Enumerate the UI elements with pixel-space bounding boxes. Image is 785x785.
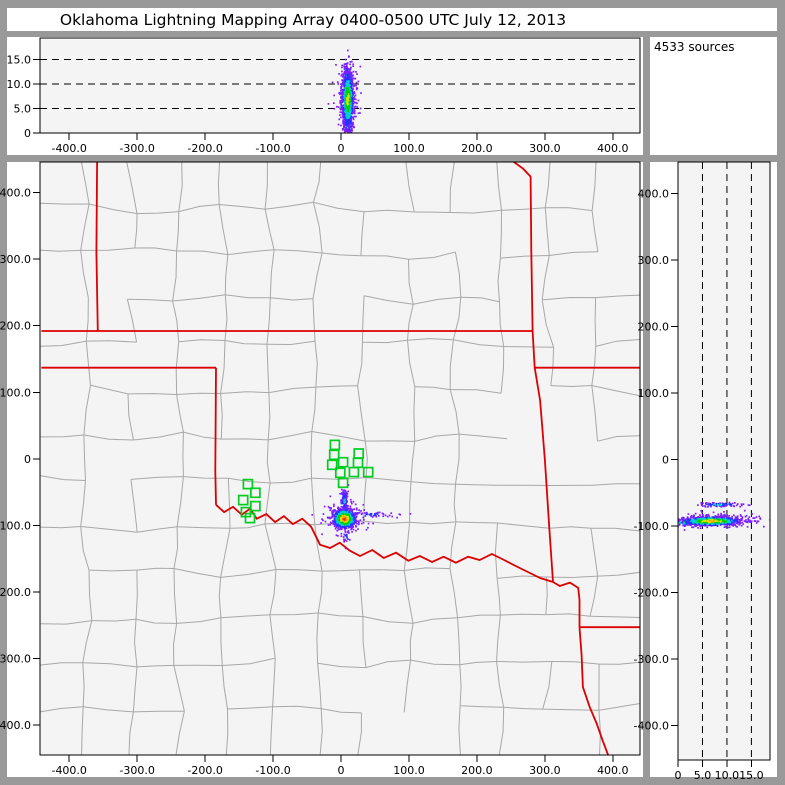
x-tick-label: -100.0	[255, 764, 290, 777]
y-tick-label: 400.0	[0, 187, 31, 200]
y-tick-label: -400.0	[634, 719, 669, 732]
y-tick-label: -100.0	[0, 519, 31, 532]
y-tick-label: -300.0	[634, 653, 669, 666]
lma-station-marker	[329, 439, 341, 451]
x-tick-label: -400.0	[51, 142, 86, 155]
x-tick-label: 200.0	[461, 764, 493, 777]
axes	[671, 161, 771, 767]
x-tick-label: 100.0	[393, 142, 425, 155]
y-tick-label: 200.0	[638, 320, 670, 333]
y-tick-label: 10.0	[7, 78, 32, 91]
axis-tick-labels: -400.0 -300.0 -200.0 -100.0 0 100.0 200.0 300.0…	[7, 54, 629, 155]
x-tick-label: 400.0	[597, 142, 629, 155]
x-tick-label: 100.0	[393, 764, 425, 777]
axis-tick-labels: -400.0 -300.0 -200.0 -100.0 0 100.0 200.0 300.0…	[0, 187, 629, 777]
y-tick-label: 15.0	[7, 54, 32, 67]
lightning-sources	[311, 484, 412, 550]
gridlines	[701, 162, 752, 760]
state-borders	[41, 162, 640, 755]
y-tick-label: -300.0	[0, 652, 31, 665]
lma-station-marker	[250, 487, 261, 499]
lma-station-marker	[337, 477, 349, 489]
y-tick-label: 300.0	[638, 254, 670, 267]
sources-box	[650, 37, 777, 155]
y-tick-label: 300.0	[0, 253, 31, 266]
page-title: Oklahoma Lightning Mapping Array 0400-05…	[60, 11, 566, 29]
y-tick-label: 400.0	[638, 187, 670, 200]
x-tick-label: 300.0	[529, 764, 561, 777]
lightning-sources	[678, 501, 770, 531]
x-tick-label: 400.0	[597, 764, 629, 777]
y-tick-label: -200.0	[634, 586, 669, 599]
state-border-line	[95, 162, 99, 332]
y-tick-label: -400.0	[0, 719, 31, 732]
lma-station-marker	[337, 456, 349, 468]
lightning-sources	[327, 49, 362, 133]
state-border-line	[214, 367, 217, 505]
state-border-line	[215, 504, 554, 583]
altitude-vs-eastwest-plot: -400.0 -300.0 -200.0 -100.0 0 100.0 200.0 300.0…	[7, 37, 641, 155]
x-tick-label: 0	[338, 142, 345, 155]
y-tick-label: 0	[24, 127, 31, 140]
altitude-vs-northsouth-plot: 0 5.0 10.0 15.0 400.0 300.0 200.0 100.0 0 -100.0 -…	[634, 161, 771, 782]
x-tick-label: -200.0	[187, 142, 222, 155]
state-border-line	[512, 162, 554, 583]
x-tick-label: -300.0	[119, 764, 154, 777]
x-tick-label: -400.0	[51, 764, 86, 777]
x-tick-label: 200.0	[461, 142, 493, 155]
x-tick-label: -200.0	[187, 764, 222, 777]
lma-station-marker	[328, 449, 340, 461]
y-tick-label: -200.0	[0, 586, 31, 599]
y-tick-label: 200.0	[0, 320, 31, 333]
lma-station-marker	[348, 466, 360, 478]
y-tick-label: 0	[24, 453, 31, 466]
y-tick-label: 5.0	[14, 103, 32, 116]
plan-view-map-plot: -400.0 -300.0 -200.0 -100.0 0 100.0 200.0 300.0…	[0, 161, 641, 777]
x-tick-label: -100.0	[255, 142, 290, 155]
lma-station-marker	[250, 500, 261, 512]
axis-tick-labels: 0 5.0 10.0 15.0 400.0 300.0 200.0 100.0 0 -100.0 -…	[634, 187, 764, 782]
sources-count-label: 4533 sources	[654, 40, 734, 54]
state-border-line	[552, 581, 581, 628]
y-tick-label: 100.0	[638, 387, 670, 400]
state-border-line	[578, 627, 609, 755]
lma-station-marker	[242, 478, 254, 490]
x-tick-label: 10.0	[715, 769, 740, 782]
axes	[33, 161, 641, 762]
axes	[33, 37, 641, 140]
lma-station-marker	[326, 459, 338, 471]
y-tick-label: -100.0	[634, 520, 669, 533]
x-tick-label: 300.0	[529, 142, 561, 155]
lma-station-marker	[334, 467, 346, 479]
x-tick-label: -300.0	[119, 142, 154, 155]
county-boundaries	[40, 162, 640, 755]
title-bar	[7, 8, 777, 31]
lma-station-marker	[244, 512, 256, 524]
x-tick-label: 5.0	[694, 769, 712, 782]
x-tick-label: 0	[675, 769, 682, 782]
lma-station-marker	[237, 494, 249, 506]
plot-area	[678, 162, 770, 760]
y-tick-label: 100.0	[0, 386, 31, 399]
x-tick-label: 15.0	[739, 769, 764, 782]
lma-stations	[237, 439, 374, 524]
lma-station-marker	[362, 466, 374, 478]
x-tick-label: 0	[338, 764, 345, 777]
y-tick-label: 0	[662, 453, 669, 466]
